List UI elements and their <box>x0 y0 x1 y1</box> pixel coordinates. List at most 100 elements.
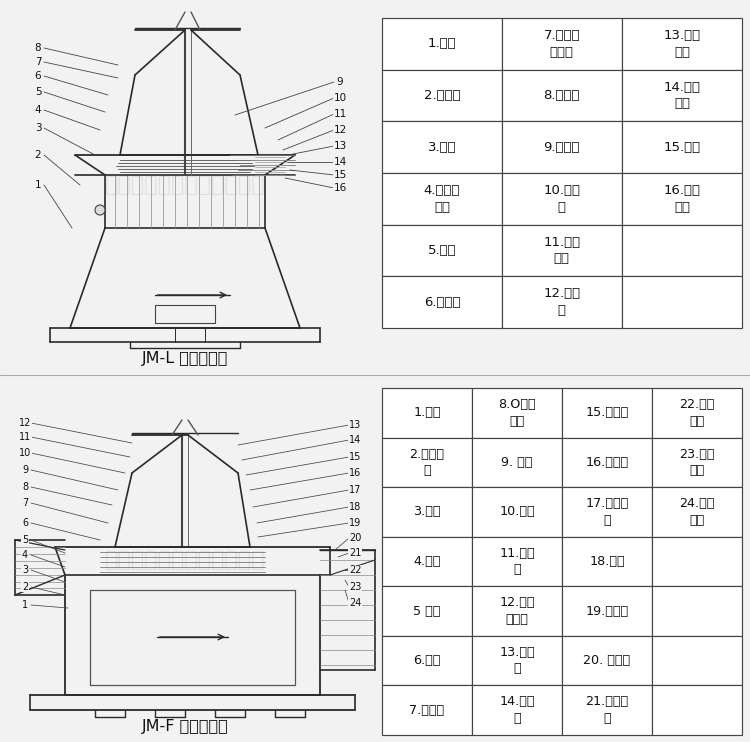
Text: 18.壳体: 18.壳体 <box>590 555 625 568</box>
Text: 22.三角
皮带: 22.三角 皮带 <box>680 398 715 427</box>
Bar <box>382 636 472 686</box>
Text: 17.密封组
件: 17.密封组 件 <box>585 497 628 527</box>
Text: 1.底座: 1.底座 <box>413 407 441 419</box>
Bar <box>382 686 472 735</box>
Text: 4: 4 <box>22 550 28 560</box>
Text: 21: 21 <box>349 548 361 558</box>
Text: 3.端盖: 3.端盖 <box>427 141 456 154</box>
Text: 10: 10 <box>19 448 31 458</box>
Bar <box>652 438 742 487</box>
Text: 17: 17 <box>349 485 361 495</box>
Text: 9.旋叶刀: 9.旋叶刀 <box>544 141 580 154</box>
Text: 7: 7 <box>34 57 41 67</box>
Text: 10.压盖: 10.压盖 <box>500 505 535 519</box>
Text: 24: 24 <box>349 598 361 608</box>
Text: 13.旋叶
刀: 13.旋叶 刀 <box>500 646 535 675</box>
Text: 宁波骏丰伟业机械有限公司: 宁波骏丰伟业机械有限公司 <box>105 175 266 195</box>
Text: 21.调节螺
丝: 21.调节螺 丝 <box>586 695 628 725</box>
Bar <box>155 305 215 323</box>
Text: 18: 18 <box>349 502 361 512</box>
Text: 20. 电动机: 20. 电动机 <box>584 654 631 667</box>
Text: 9: 9 <box>337 77 344 87</box>
Text: 19.排泄孔: 19.排泄孔 <box>586 605 628 617</box>
Text: JM-L 立式胶体磨: JM-L 立式胶体磨 <box>142 350 228 366</box>
Bar <box>562 388 652 438</box>
Text: 23: 23 <box>349 582 361 592</box>
Text: 6.轴承: 6.轴承 <box>413 654 441 667</box>
Text: 3: 3 <box>34 123 41 133</box>
Text: 11.加料
斗: 11.加料 斗 <box>500 547 535 577</box>
Text: 14: 14 <box>333 157 346 167</box>
Text: 16: 16 <box>333 183 346 193</box>
Bar <box>622 173 742 225</box>
Text: 5.手柄: 5.手柄 <box>427 244 456 257</box>
Text: 宁波骏丰伟业机械有限公司: 宁波骏丰伟业机械有限公司 <box>105 550 266 570</box>
Text: 8: 8 <box>22 482 28 492</box>
Bar <box>382 122 502 173</box>
Text: 7.冷却水
管接头: 7.冷却水 管接头 <box>544 29 580 59</box>
Bar <box>652 636 742 686</box>
Text: 13.冷却
通道: 13.冷却 通道 <box>663 29 700 59</box>
Text: 6.调节盘: 6.调节盘 <box>424 295 460 309</box>
Bar <box>562 586 652 636</box>
Bar <box>502 122 622 173</box>
Text: 6: 6 <box>34 71 41 81</box>
Text: 12: 12 <box>333 125 346 135</box>
Text: 8.O型密
封圈: 8.O型密 封圈 <box>498 398 536 427</box>
Text: 16.调节盘: 16.调节盘 <box>586 456 628 469</box>
Bar <box>502 173 622 225</box>
Text: 6: 6 <box>22 518 28 528</box>
Text: 1.底座: 1.底座 <box>427 37 456 50</box>
Text: 9: 9 <box>22 465 28 475</box>
Bar <box>562 536 652 586</box>
Bar <box>382 438 472 487</box>
Text: 16: 16 <box>349 468 361 478</box>
Text: 2: 2 <box>22 582 28 592</box>
Text: 20: 20 <box>349 533 361 543</box>
Bar <box>652 536 742 586</box>
Text: 9. 手柄: 9. 手柄 <box>501 456 532 469</box>
Text: 2: 2 <box>34 150 41 160</box>
Bar <box>382 173 502 225</box>
Text: 1: 1 <box>34 180 41 190</box>
Text: 2.主皮带
轮: 2.主皮带 轮 <box>410 447 445 477</box>
Bar <box>382 276 502 328</box>
Bar <box>652 586 742 636</box>
Bar <box>382 70 502 122</box>
Text: 22: 22 <box>349 565 361 575</box>
Text: 23.电动
机座: 23.电动 机座 <box>680 447 715 477</box>
Bar <box>622 18 742 70</box>
Bar <box>562 636 652 686</box>
Text: 14.密封
组件: 14.密封 组件 <box>664 81 700 111</box>
Text: 4.主轴: 4.主轴 <box>413 555 441 568</box>
Bar <box>382 225 502 276</box>
Text: 16.主轴
轴承: 16.主轴 轴承 <box>664 184 700 214</box>
Bar <box>562 438 652 487</box>
Bar <box>472 438 562 487</box>
Bar <box>382 487 472 536</box>
Bar <box>652 686 742 735</box>
Text: 15.静磨盘: 15.静磨盘 <box>585 407 628 419</box>
Text: 24.从皮
带轮: 24.从皮 带轮 <box>680 497 715 527</box>
Text: 4: 4 <box>34 105 41 115</box>
Bar <box>472 536 562 586</box>
Bar <box>502 70 622 122</box>
Text: 10.动磨
盘: 10.动磨 盘 <box>543 184 580 214</box>
Text: 8: 8 <box>34 43 41 53</box>
Text: 4.自循环
系统: 4.自循环 系统 <box>424 184 460 214</box>
Text: 5 机座: 5 机座 <box>413 605 441 617</box>
Bar <box>472 388 562 438</box>
Text: 2.电动机: 2.电动机 <box>424 89 460 102</box>
Text: 15.壳体: 15.壳体 <box>663 141 700 154</box>
Text: 12.自循
环系统: 12.自循 环系统 <box>500 597 535 626</box>
Text: JM-F 分体胶体磨: JM-F 分体胶体磨 <box>142 720 228 735</box>
Bar <box>382 18 502 70</box>
Text: 7: 7 <box>22 498 28 508</box>
Circle shape <box>95 205 105 215</box>
Bar <box>502 225 622 276</box>
Bar <box>562 487 652 536</box>
Text: 13: 13 <box>349 420 361 430</box>
Bar <box>472 686 562 735</box>
Bar <box>502 276 622 328</box>
Bar <box>652 388 742 438</box>
